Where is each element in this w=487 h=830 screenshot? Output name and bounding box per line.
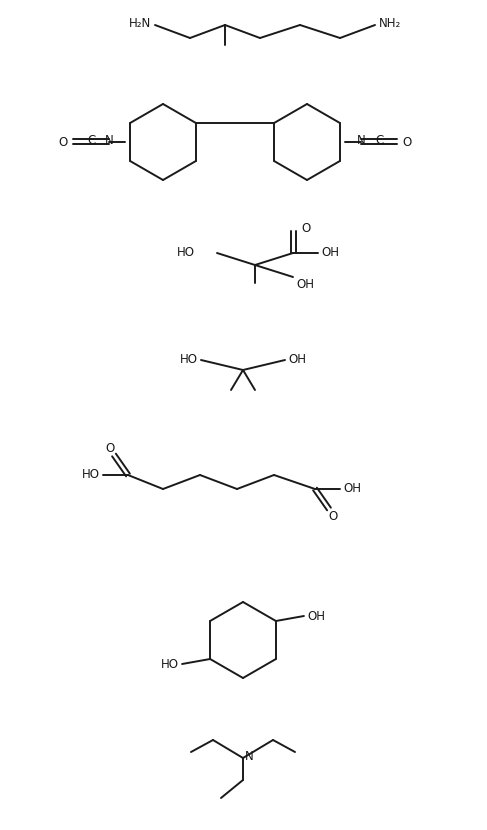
Text: OH: OH bbox=[321, 247, 339, 260]
Text: N: N bbox=[105, 134, 113, 148]
Text: C: C bbox=[375, 134, 383, 148]
Text: OH: OH bbox=[288, 354, 306, 367]
Text: O: O bbox=[105, 442, 114, 455]
Text: HO: HO bbox=[180, 354, 198, 367]
Text: C: C bbox=[87, 134, 95, 148]
Text: HO: HO bbox=[161, 657, 179, 671]
Text: O: O bbox=[59, 135, 68, 149]
Text: HO: HO bbox=[82, 468, 100, 481]
Text: H₂N: H₂N bbox=[129, 17, 151, 31]
Text: HO: HO bbox=[177, 247, 195, 260]
Text: O: O bbox=[402, 135, 411, 149]
Text: O: O bbox=[301, 222, 310, 236]
Text: OH: OH bbox=[307, 609, 325, 622]
Text: NH₂: NH₂ bbox=[379, 17, 401, 31]
Text: O: O bbox=[328, 510, 337, 523]
Text: OH: OH bbox=[343, 482, 361, 496]
Text: N: N bbox=[356, 134, 365, 148]
Text: OH: OH bbox=[296, 279, 314, 291]
Text: N: N bbox=[245, 750, 254, 764]
